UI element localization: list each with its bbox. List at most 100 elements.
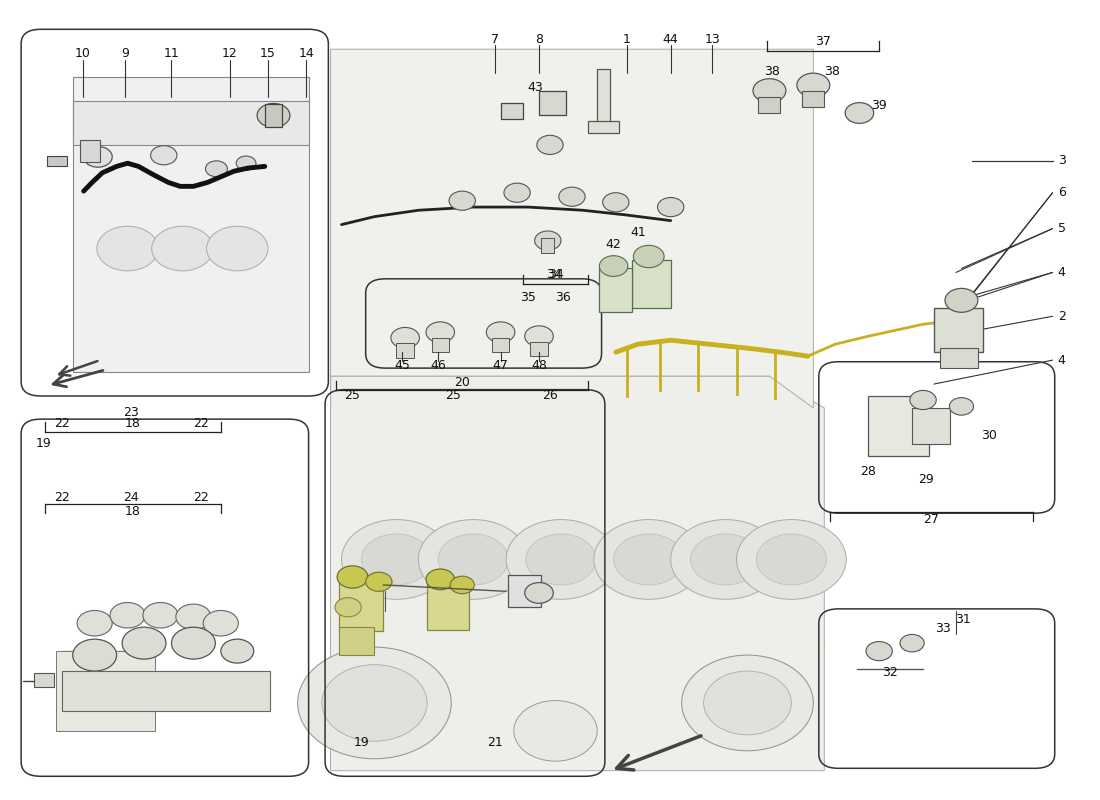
Text: 11: 11 (164, 46, 179, 60)
Bar (396, 343, 414, 358)
Circle shape (206, 161, 228, 177)
Text: 42: 42 (606, 238, 621, 251)
Bar (47, 156, 67, 166)
Circle shape (257, 103, 290, 127)
Circle shape (172, 627, 216, 659)
Text: 19: 19 (353, 736, 370, 750)
Circle shape (110, 602, 145, 628)
Circle shape (900, 634, 924, 652)
Bar (62, 671, 271, 711)
Circle shape (122, 627, 166, 659)
Circle shape (945, 288, 978, 312)
Circle shape (365, 572, 392, 591)
Bar (632, 261, 671, 308)
Bar (759, 97, 780, 113)
Bar (597, 69, 611, 129)
Bar (492, 338, 509, 352)
Circle shape (151, 146, 177, 165)
Text: 29: 29 (918, 474, 934, 486)
Circle shape (594, 519, 704, 599)
Circle shape (77, 610, 112, 636)
Text: 48: 48 (531, 359, 547, 372)
Text: 43: 43 (528, 81, 543, 94)
Text: 30: 30 (981, 430, 997, 442)
Bar (912, 408, 950, 444)
Circle shape (845, 102, 873, 123)
Circle shape (298, 647, 451, 758)
Circle shape (559, 187, 585, 206)
Circle shape (322, 665, 427, 742)
Circle shape (418, 519, 528, 599)
Bar (62, 651, 144, 715)
Circle shape (450, 576, 474, 594)
Text: 85: 85 (754, 613, 830, 667)
Bar (339, 627, 374, 655)
Circle shape (603, 193, 629, 212)
Circle shape (600, 256, 628, 277)
Bar (530, 342, 548, 356)
Bar (588, 121, 619, 133)
Text: 37: 37 (815, 34, 832, 48)
Circle shape (449, 191, 475, 210)
Circle shape (334, 598, 361, 617)
Circle shape (526, 534, 596, 585)
Text: 46: 46 (430, 359, 446, 372)
Text: 4: 4 (1058, 266, 1066, 279)
Circle shape (682, 655, 813, 750)
Bar (868, 396, 928, 456)
Text: 22: 22 (194, 418, 209, 430)
Text: 27: 27 (923, 513, 939, 526)
Circle shape (671, 519, 780, 599)
Text: 20: 20 (454, 376, 470, 389)
Bar (73, 77, 309, 372)
Text: 33: 33 (935, 622, 950, 634)
Text: 24: 24 (123, 490, 139, 504)
Bar (600, 269, 632, 312)
Text: 31: 31 (955, 613, 970, 626)
Text: 25: 25 (446, 389, 461, 402)
Text: 26: 26 (542, 389, 558, 402)
Circle shape (525, 582, 553, 603)
Circle shape (221, 639, 254, 663)
Bar (934, 308, 983, 352)
Text: 18: 18 (125, 505, 141, 518)
Polygon shape (331, 50, 813, 408)
Circle shape (207, 226, 268, 271)
Bar (427, 582, 469, 630)
Text: 38: 38 (824, 65, 840, 78)
Text: 36: 36 (556, 291, 571, 305)
Circle shape (796, 73, 829, 97)
Text: 25: 25 (344, 389, 361, 402)
Circle shape (754, 78, 785, 102)
Text: 44: 44 (663, 33, 679, 46)
Circle shape (143, 602, 178, 628)
Circle shape (337, 566, 367, 588)
Circle shape (486, 322, 515, 342)
Bar (431, 338, 449, 352)
Text: 32: 32 (882, 666, 898, 679)
Circle shape (97, 226, 158, 271)
Circle shape (866, 642, 892, 661)
Bar (265, 104, 283, 126)
Circle shape (426, 569, 454, 590)
Text: 34: 34 (547, 267, 562, 281)
Text: 7: 7 (491, 33, 499, 46)
Text: 28: 28 (860, 466, 876, 478)
Text: 22: 22 (54, 418, 69, 430)
Circle shape (910, 390, 936, 410)
Text: 22: 22 (54, 490, 69, 504)
Circle shape (176, 604, 211, 630)
Circle shape (634, 246, 664, 268)
Text: 1: 1 (623, 33, 630, 46)
Bar (34, 673, 54, 687)
Circle shape (361, 534, 431, 585)
Text: 2: 2 (1058, 310, 1066, 322)
Text: 10: 10 (75, 46, 90, 60)
Circle shape (949, 398, 974, 415)
Text: 41: 41 (630, 226, 646, 239)
Text: 38: 38 (763, 65, 780, 78)
Text: 12: 12 (222, 46, 238, 60)
Text: a partin pro™: a partin pro™ (363, 586, 576, 614)
Text: 39: 39 (871, 98, 887, 111)
Text: 6: 6 (1058, 186, 1066, 199)
